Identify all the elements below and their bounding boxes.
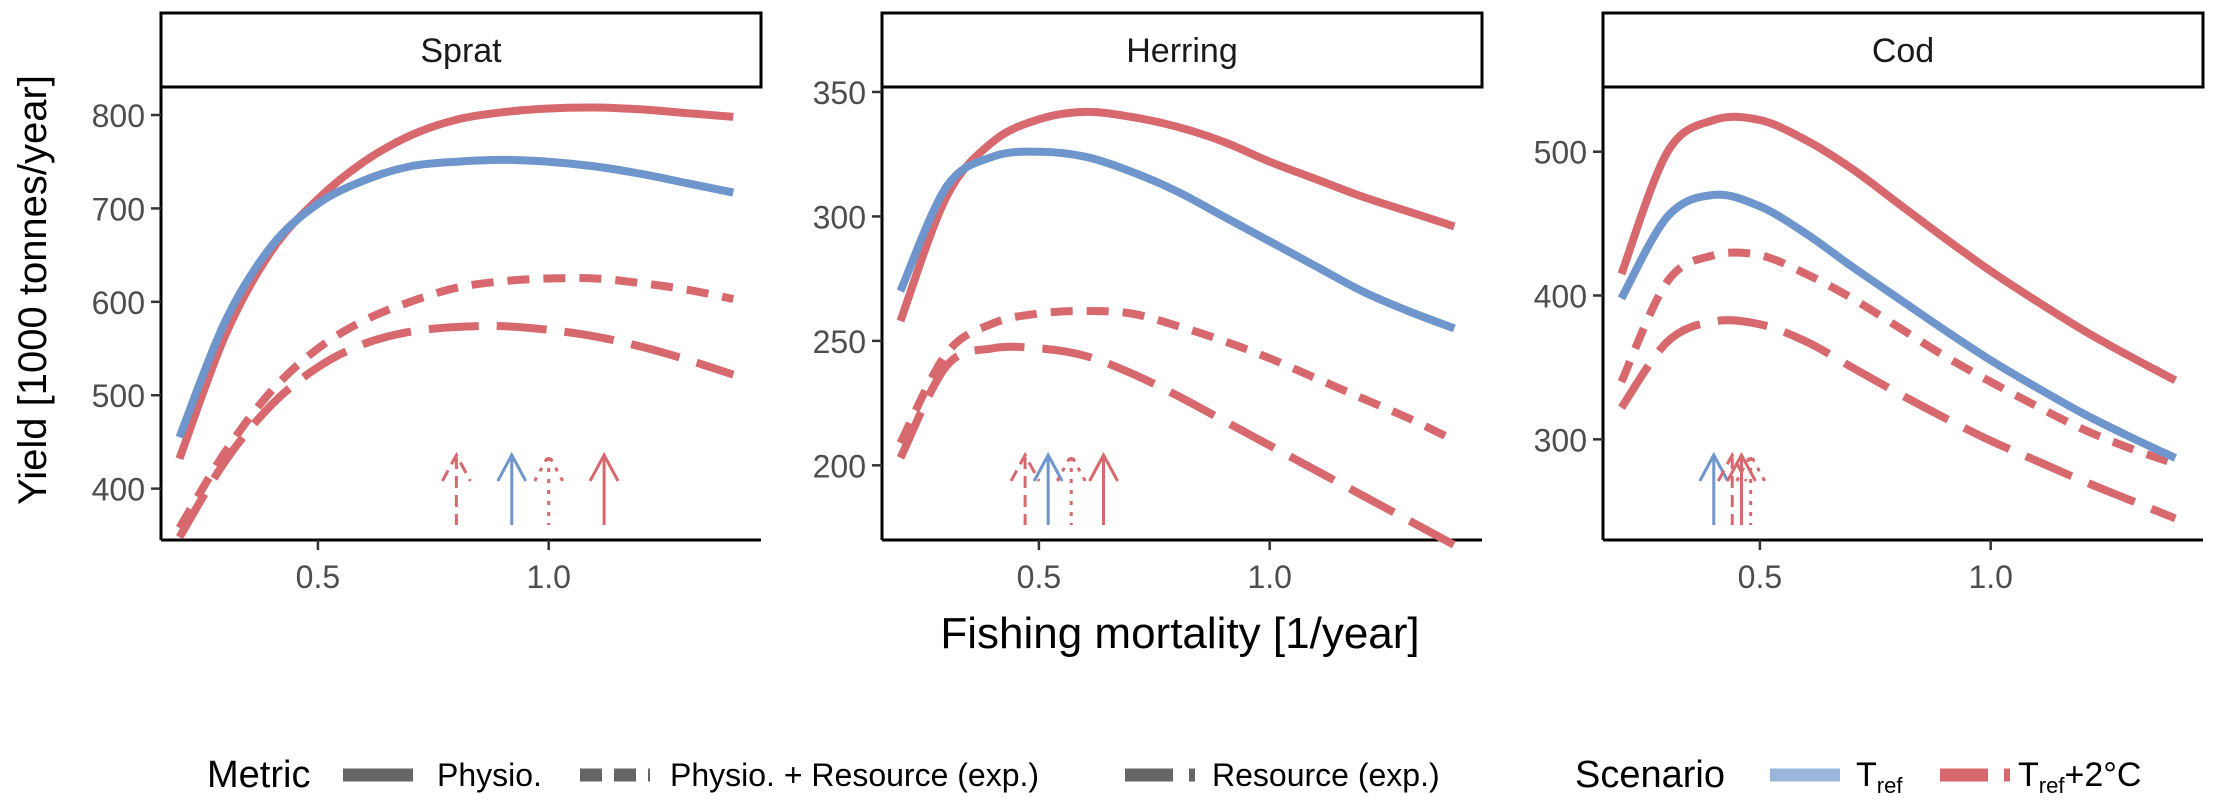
y-axis-label: Yield [1000 tonnes/year] bbox=[11, 75, 55, 505]
y-tick-label: 400 bbox=[92, 472, 145, 508]
y-tick-label: 700 bbox=[92, 191, 145, 227]
panel-herring: Herring 200 250 300 350 0.5 1.0 bbox=[813, 11, 1484, 595]
y-tick-label: 500 bbox=[92, 378, 145, 414]
legend-label-tref2: Tref+2°C bbox=[2018, 756, 2141, 798]
chart-panels: Sprat 400 500 600 700 800 0.5 1.0 Herring 200 250 3… bbox=[92, 11, 2205, 595]
y-tick-label: 600 bbox=[92, 285, 145, 321]
legend-label-physio-resource: Physio. + Resource (exp.) bbox=[670, 757, 1039, 793]
legend-label-tref: Tref bbox=[1856, 756, 1903, 798]
y-tick-label: 350 bbox=[813, 75, 866, 111]
x-tick-label: 0.5 bbox=[1738, 559, 1782, 595]
series-tref2-dashed-short bbox=[1617, 248, 2177, 468]
series-tref2-dashed-long bbox=[896, 342, 1457, 549]
y-tick-label: 400 bbox=[1534, 279, 1587, 315]
series-tref2-solid bbox=[175, 103, 734, 461]
legend-label-resource: Resource (exp.) bbox=[1212, 757, 1440, 793]
series-tref2-dashed-long bbox=[176, 321, 735, 540]
y-tick-label: 300 bbox=[813, 199, 866, 235]
legend-metric-title: Metric bbox=[207, 754, 310, 796]
optimum-arrow-head bbox=[1726, 451, 1757, 482]
y-tick-label: 500 bbox=[1534, 135, 1587, 171]
facet-title: Sprat bbox=[420, 32, 502, 70]
optimum-arrow-head bbox=[1088, 451, 1119, 482]
panel-cod: Cod 300 400 500 0.5 1.0 bbox=[1534, 11, 2205, 595]
facet-strip bbox=[1601, 11, 2205, 89]
x-tick-label: 1.0 bbox=[1247, 559, 1291, 595]
optimum-arrow-head bbox=[1032, 451, 1064, 482]
legend: Metric Physio. Physio. + Resource (exp.)… bbox=[207, 754, 2141, 798]
y-tick-label: 300 bbox=[1534, 422, 1587, 458]
x-tick-label: 1.0 bbox=[526, 559, 570, 595]
y-tick-label: 250 bbox=[813, 324, 866, 360]
legend-label-physio: Physio. bbox=[437, 757, 542, 793]
panel-sprat: Sprat 400 500 600 700 800 0.5 1.0 bbox=[92, 11, 763, 595]
series-tref-solid bbox=[896, 147, 1456, 333]
legend-scenario-title: Scenario bbox=[1575, 754, 1725, 796]
facet-title: Cod bbox=[1872, 32, 1934, 70]
x-tick-label: 1.0 bbox=[1968, 559, 2012, 595]
series-tref2-solid bbox=[896, 107, 1456, 323]
optimum-arrow-head bbox=[588, 451, 620, 482]
y-tick-label: 200 bbox=[813, 448, 866, 484]
series-tref2-solid bbox=[1617, 112, 2178, 384]
facet-strip bbox=[880, 11, 1484, 89]
optimum-arrow-head bbox=[441, 451, 472, 482]
series-tref2-dashed-short bbox=[176, 274, 735, 530]
x-tick-label: 0.5 bbox=[296, 559, 340, 595]
series-tref-solid bbox=[1617, 190, 2178, 462]
facet-strip bbox=[159, 11, 763, 89]
x-axis-label: Fishing mortality [1/year] bbox=[940, 609, 1419, 658]
optimum-arrow-head bbox=[496, 451, 528, 482]
y-tick-label: 800 bbox=[92, 98, 145, 134]
optimum-arrow-head bbox=[1009, 451, 1041, 482]
series-tref-solid bbox=[175, 155, 735, 439]
x-tick-label: 0.5 bbox=[1017, 559, 1061, 595]
series-tref2-dashed-short bbox=[896, 307, 1457, 445]
facet-title: Herring bbox=[1126, 32, 1237, 70]
